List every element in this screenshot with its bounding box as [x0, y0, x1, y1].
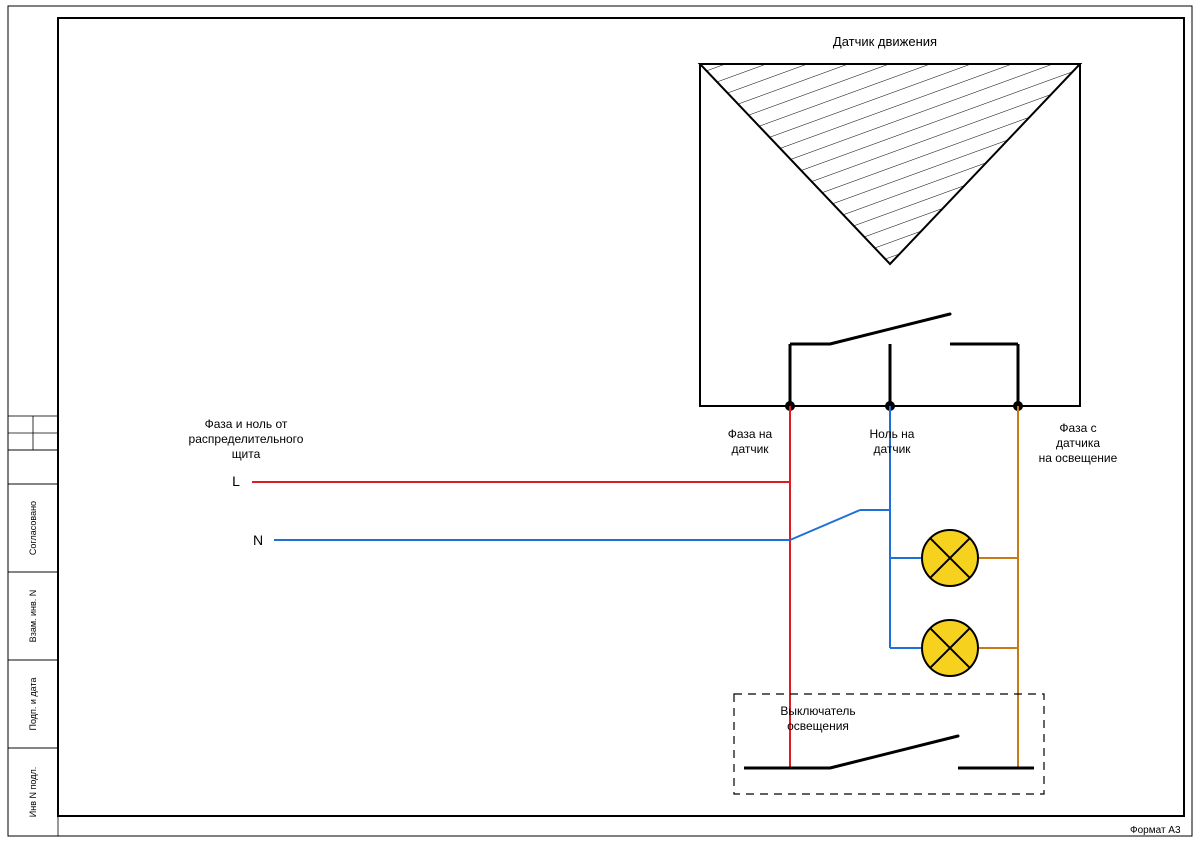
- svg-text:Выключатель: Выключатель: [780, 704, 855, 718]
- svg-text:Ноль на: Ноль на: [870, 427, 915, 441]
- svg-text:Фаза и ноль от: Фаза и ноль от: [205, 417, 288, 431]
- svg-text:щита: щита: [232, 447, 261, 461]
- svg-text:Датчик движения: Датчик движения: [833, 34, 937, 49]
- svg-text:распределительного: распределительного: [189, 432, 304, 446]
- svg-text:датчика: датчика: [1056, 436, 1100, 450]
- svg-text:Фаза на: Фаза на: [728, 427, 773, 441]
- svg-text:датчик: датчик: [731, 442, 769, 456]
- svg-text:Согласовано: Согласовано: [28, 501, 38, 555]
- svg-text:освещения: освещения: [787, 719, 849, 733]
- lamps: [922, 530, 978, 676]
- svg-text:датчик: датчик: [873, 442, 911, 456]
- svg-text:Фаза с: Фаза с: [1059, 421, 1096, 435]
- svg-text:N: N: [253, 532, 263, 548]
- wires: [252, 406, 1018, 768]
- format-label: Формат А3: [1130, 825, 1181, 836]
- diagram-svg: Инв N подл. Подп. и дата Взам. инв. N Согла…: [0, 0, 1200, 848]
- titleblock-side: Инв N подл. Подп. и дата Взам. инв. N Согла…: [8, 416, 58, 836]
- svg-text:на освещение: на освещение: [1039, 451, 1118, 465]
- svg-text:Взам. инв. N: Взам. инв. N: [28, 590, 38, 643]
- svg-text:Инв N подл.: Инв N подл.: [28, 767, 38, 817]
- diagram-canvas: Инв N подл. Подп. и дата Взам. инв. N Согла…: [0, 0, 1200, 848]
- svg-text:L: L: [232, 473, 240, 489]
- svg-text:Подп. и дата: Подп. и дата: [28, 677, 38, 730]
